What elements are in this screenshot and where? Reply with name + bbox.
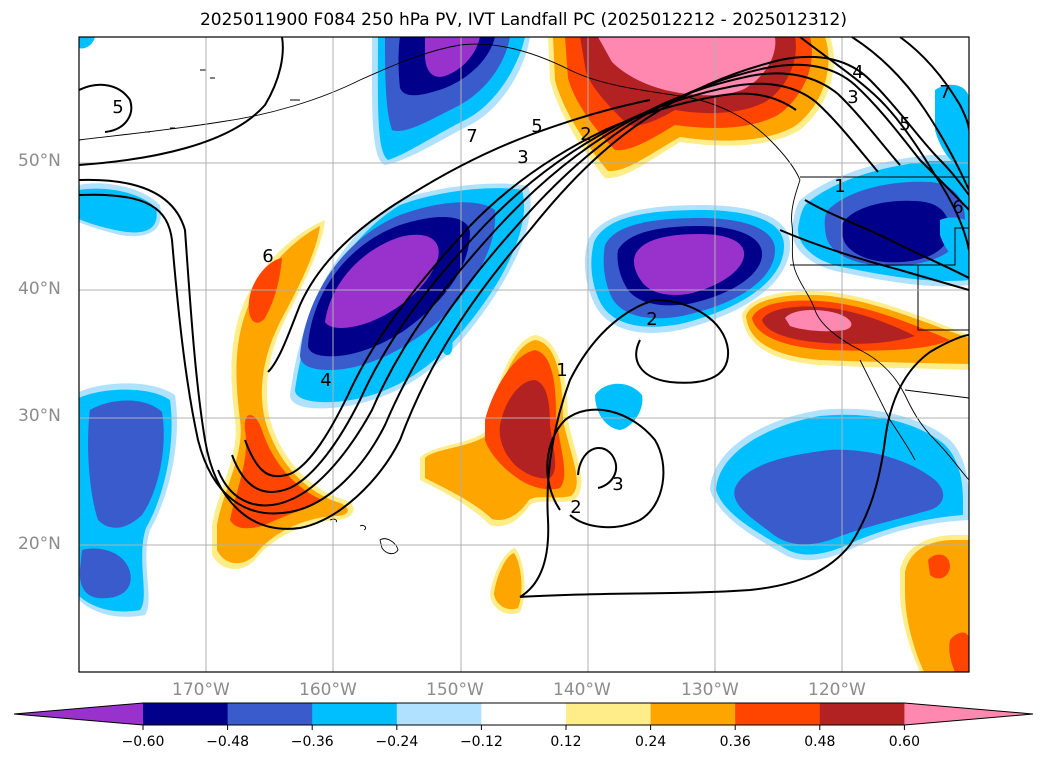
contour-labels: 5 7 5 3 2 4 3 5 7 6 1 6 4 1 2 3 2 <box>112 62 963 518</box>
fill-baja-36 <box>734 449 944 545</box>
contour-16 <box>899 37 969 131</box>
coast-alaska <box>79 43 801 181</box>
fill-west-ridge-36 <box>230 415 322 529</box>
contour-4 <box>217 72 901 507</box>
contour-3 <box>79 63 969 515</box>
contour-label: 2 <box>646 309 657 330</box>
lat-label: 20°N <box>18 534 61 554</box>
contour-1 <box>79 37 284 166</box>
contour-15 <box>851 37 969 191</box>
colorbar-swatch <box>735 703 821 725</box>
contour-label: 6 <box>262 246 273 267</box>
contour-12 <box>546 408 665 529</box>
lon-label: 130°W <box>681 680 739 700</box>
fill-north-60 <box>425 37 480 77</box>
contour-label: 5 <box>899 114 910 135</box>
colorbar-tick-label: −0.24 <box>375 734 419 750</box>
fill-ca-ridge-60 <box>785 310 852 332</box>
contour-label: 4 <box>320 370 331 391</box>
contour-label: 7 <box>939 82 950 103</box>
contour-9 <box>519 334 969 598</box>
contour-label: 1 <box>834 176 845 197</box>
fill-se-36b <box>949 632 969 672</box>
contour-13 <box>577 446 617 489</box>
border-mexico <box>904 389 969 399</box>
coast-northwest <box>791 179 969 481</box>
colorbar <box>13 702 1034 730</box>
colorbar-tick-label: 0.12 <box>550 734 582 750</box>
contour-label: 7 <box>466 126 477 147</box>
lon-label: 170°W <box>172 680 230 700</box>
contour-label: 2 <box>580 124 591 145</box>
fill-central-48 <box>499 380 556 479</box>
contour-label: 1 <box>556 360 567 381</box>
coast-islands <box>145 69 300 133</box>
lat-label: 50°N <box>18 151 61 171</box>
fill-west-36b <box>79 548 131 599</box>
contour-label: 3 <box>612 474 623 495</box>
fill-small-orange-24 <box>494 553 522 610</box>
contour-18 <box>779 229 969 291</box>
colorbar-tick-label: 0.24 <box>635 734 667 750</box>
colorbar-swatch <box>227 703 313 725</box>
colorbar-tick-label: −0.60 <box>121 734 165 750</box>
lon-label: 160°W <box>299 680 357 700</box>
contour-2 <box>79 55 969 530</box>
contour-11 <box>635 299 730 384</box>
lon-label: 120°W <box>808 680 866 700</box>
contour-label: 4 <box>852 62 863 83</box>
contour-5 <box>231 82 879 493</box>
border-states-2 <box>917 265 969 331</box>
colorbar-swatch <box>819 703 905 725</box>
contour-6 <box>244 92 797 478</box>
coast-baja <box>859 359 916 461</box>
gridlines <box>79 37 969 672</box>
fill-east-48 <box>841 200 950 263</box>
colorbar-swatch <box>650 703 736 725</box>
colorbar-extend-min <box>14 703 143 725</box>
chart-title: 2025011900 F084 250 hPa PV, IVT Landfall… <box>199 10 847 30</box>
lat-label: 40°N <box>18 279 61 299</box>
contour-7 <box>267 99 651 373</box>
contour-label: 6 <box>952 197 963 218</box>
colorbar-swatch <box>312 703 398 725</box>
colorbar-tick-label: −0.36 <box>290 734 334 750</box>
colorbar-tick-label: −0.48 <box>206 734 250 750</box>
fill-trough-main-60 <box>325 234 439 328</box>
contour-label: 5 <box>531 116 542 137</box>
colorbar-tick-label: 0.48 <box>804 734 836 750</box>
coastlines <box>79 43 969 555</box>
colorbar-extend-max <box>904 703 1033 725</box>
contour-label: 5 <box>112 97 123 118</box>
ivt-contours <box>79 37 969 598</box>
colorbar-swatch <box>566 703 652 725</box>
fill-small-blue-4 <box>79 37 95 49</box>
contour-label: 2 <box>570 497 581 518</box>
fill-se-36 <box>928 554 950 579</box>
colorbar-tick-label: 0.36 <box>719 734 751 750</box>
coast-hawaii <box>329 518 399 555</box>
fill-west-36 <box>88 400 164 528</box>
colorbar-swatch <box>481 703 567 725</box>
contour-label: 3 <box>847 87 858 108</box>
colorbar-swatch <box>396 703 482 725</box>
lon-label: 150°W <box>426 680 484 700</box>
map-frame <box>78 36 970 673</box>
contour-14 <box>799 37 969 251</box>
lat-label: 30°N <box>18 406 61 426</box>
contour-label: 3 <box>517 147 528 168</box>
contour-8 <box>79 83 133 133</box>
lon-label: 140°W <box>553 680 611 700</box>
colorbar-tick-label: −0.12 <box>459 734 503 750</box>
colorbar-swatch <box>143 703 229 725</box>
contour-17 <box>804 199 969 279</box>
colorbar-tick-label: 0.60 <box>888 734 920 750</box>
fill-ca-trough-60 <box>633 234 745 295</box>
